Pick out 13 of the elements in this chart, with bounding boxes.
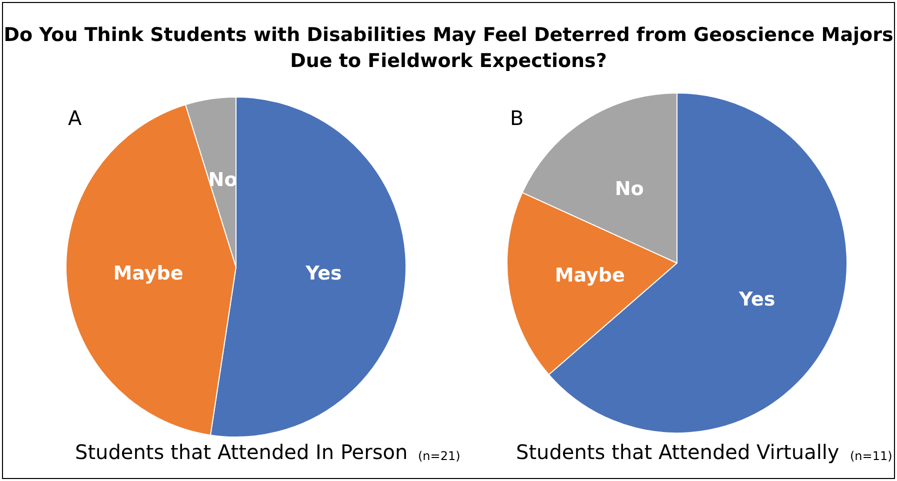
slice-label: Maybe <box>554 264 625 287</box>
text: Students that Attended Virtually <box>516 440 840 464</box>
text: (n=11) <box>850 449 892 463</box>
text: B <box>510 106 524 130</box>
slice-label: Yes <box>738 288 776 310</box>
slice-label: No <box>614 178 644 200</box>
slice-label: Maybe <box>113 262 184 285</box>
text: Do You Think Students with Disabilities May Feel Deterred from Geoscience Majors Due to Fieldwork Expections? <box>2 23 894 74</box>
slice-label: No <box>208 169 238 191</box>
text: Students that Attended In Person <box>75 440 408 464</box>
slice-label: Yes <box>304 262 342 285</box>
text: A <box>68 106 82 130</box>
text: (n=21) <box>418 449 460 463</box>
